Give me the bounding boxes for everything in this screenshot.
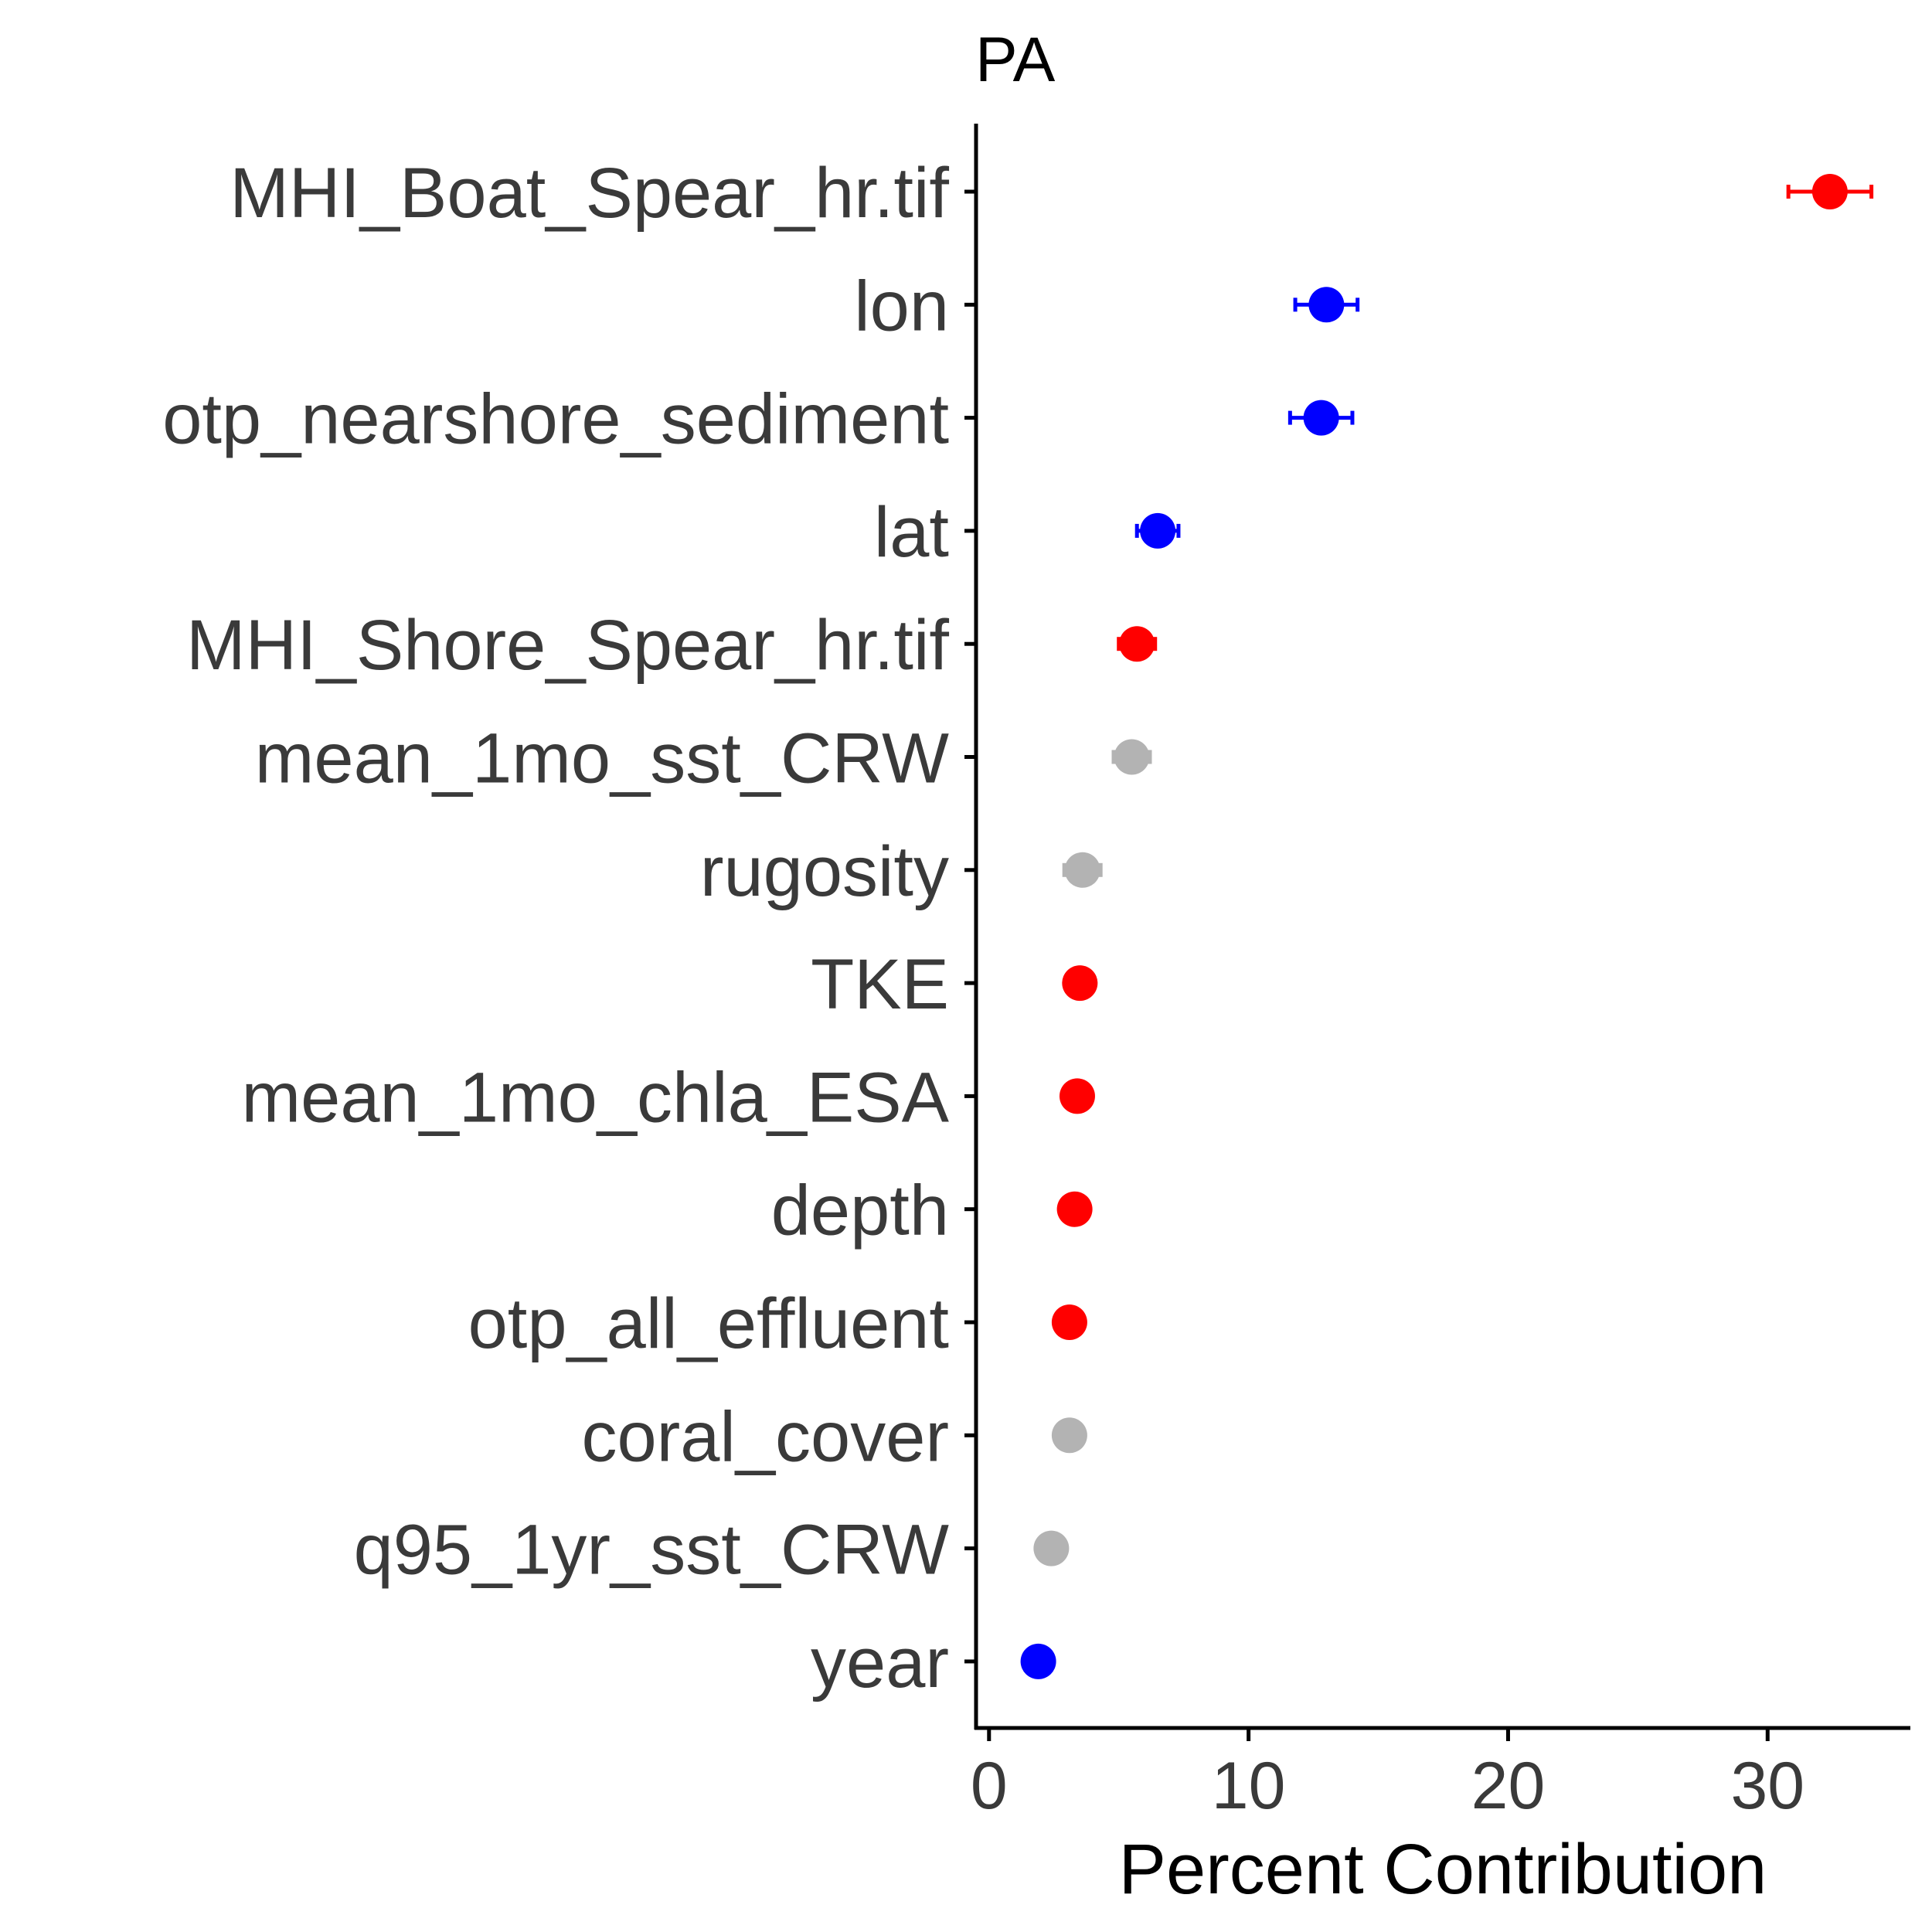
y-tick-label: coral_cover — [581, 1397, 949, 1476]
x-tick-label: 20 — [1471, 1749, 1546, 1823]
data-points — [1020, 174, 1848, 1679]
point-marker — [1051, 1304, 1087, 1340]
point-marker — [1056, 1191, 1093, 1227]
y-tick-label: MHI_Boat_Spear_hr.tif — [230, 154, 949, 233]
y-tick-label: rugosity — [700, 832, 949, 911]
y-tick-label: TKE — [811, 945, 949, 1024]
point-marker — [1114, 739, 1150, 775]
y-tick-label: lon — [854, 267, 949, 345]
point-marker — [1051, 1417, 1087, 1454]
x-axis-label: Percent Contribution — [1119, 1830, 1767, 1909]
x-axis: 0 10 20 30 — [971, 1726, 1910, 1823]
point-marker — [1308, 287, 1345, 323]
y-tick-label: depth — [771, 1172, 949, 1250]
y-tick-label: MHI_Shore_Spear_hr.tif — [186, 606, 949, 685]
y-tick-label: otp_all_effluent — [468, 1284, 949, 1363]
y-tick-label: lat — [874, 493, 949, 572]
point-marker — [1033, 1530, 1070, 1566]
chart-title: PA — [975, 25, 1056, 95]
point-marker — [1140, 512, 1176, 549]
y-tick-label: year — [811, 1624, 949, 1702]
x-tick-label: 30 — [1730, 1749, 1804, 1823]
point-marker — [1062, 965, 1098, 1002]
y-tick-label: mean_1mo_sst_CRW — [255, 719, 949, 798]
point-marker — [1811, 174, 1848, 209]
point-marker — [1303, 400, 1339, 436]
error-bars — [1031, 185, 1874, 1668]
y-tick-label: q95_1yr_sst_CRW — [354, 1511, 950, 1590]
x-tick-label: 0 — [971, 1749, 1008, 1823]
point-marker — [1064, 852, 1100, 888]
point-marker — [1059, 1078, 1095, 1114]
point-marker — [1119, 626, 1155, 662]
y-tick-label: mean_1mo_chla_ESA — [242, 1058, 950, 1137]
y-tick-label: otp_nearshore_sediment — [162, 380, 949, 459]
point-marker — [1020, 1643, 1056, 1679]
x-tick-label: 10 — [1212, 1749, 1286, 1823]
